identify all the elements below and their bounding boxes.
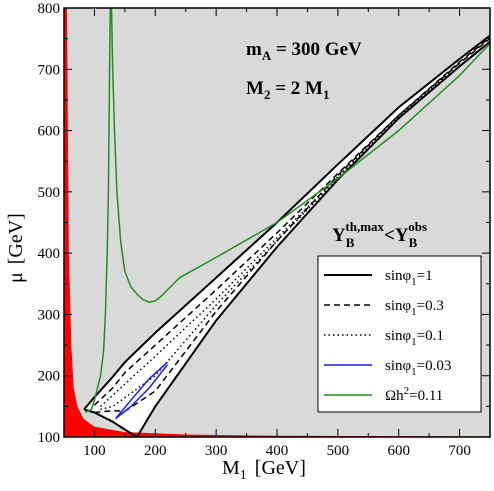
x-tick-label: 600 — [387, 443, 410, 459]
y-tick-label: 100 — [38, 430, 61, 446]
annotation-ma: mA = 300 GeV — [246, 39, 362, 63]
curves — [83, 8, 490, 437]
y-tick-label: 500 — [38, 185, 61, 201]
x-tick-label: 700 — [448, 443, 471, 459]
legend-label: sinφ1=1 — [385, 268, 433, 288]
legend-label: sinφ1=0.03 — [385, 358, 451, 378]
x-tick-label: 400 — [266, 443, 289, 459]
series-2-lower — [100, 62, 461, 411]
x-tick-label: 500 — [327, 443, 350, 459]
ticks: 100 200 300 400 500 600 700 100 200 300 400 500 600 7… — [38, 1, 491, 459]
series-2-upper — [99, 61, 461, 407]
x-tick-label: 200 — [144, 443, 167, 459]
x-tick-label: 300 — [205, 443, 228, 459]
y-tick-label: 800 — [38, 1, 61, 17]
legend-label: Ωh2=0.11 — [385, 385, 443, 404]
series-1-lower — [94, 38, 490, 414]
y-tick-label: 700 — [38, 62, 61, 78]
y-tick-label: 400 — [38, 246, 61, 262]
x-tick-label: 100 — [83, 443, 106, 459]
series-0-upper — [83, 34, 490, 411]
annotation-m2: M2 = 2 M1 — [246, 78, 329, 102]
legend-label: sinφ1=0.3 — [385, 298, 444, 318]
legend: sinφ1=1 sinφ1=0.3 sinφ1=0.1 sinφ1=0.03 Ωh2=0… — [317, 255, 482, 413]
y-tick-label: 300 — [38, 307, 61, 323]
y-tick-label: 200 — [38, 369, 61, 385]
regions — [64, 8, 490, 437]
y-tick-label: 600 — [38, 124, 61, 140]
legend-box — [317, 255, 482, 413]
y-axis-title: μ[GeV] — [5, 213, 27, 283]
series-3-upper — [115, 361, 169, 420]
series-3-lower — [115, 364, 169, 420]
allowed-region — [84, 35, 490, 437]
x-axis-title: M1 [GeV] — [222, 457, 306, 483]
series-4-line — [84, 8, 490, 414]
legend-label: sinφ1=0.1 — [385, 328, 444, 348]
annotation-yb: YBth,max<YBobs — [332, 219, 427, 250]
